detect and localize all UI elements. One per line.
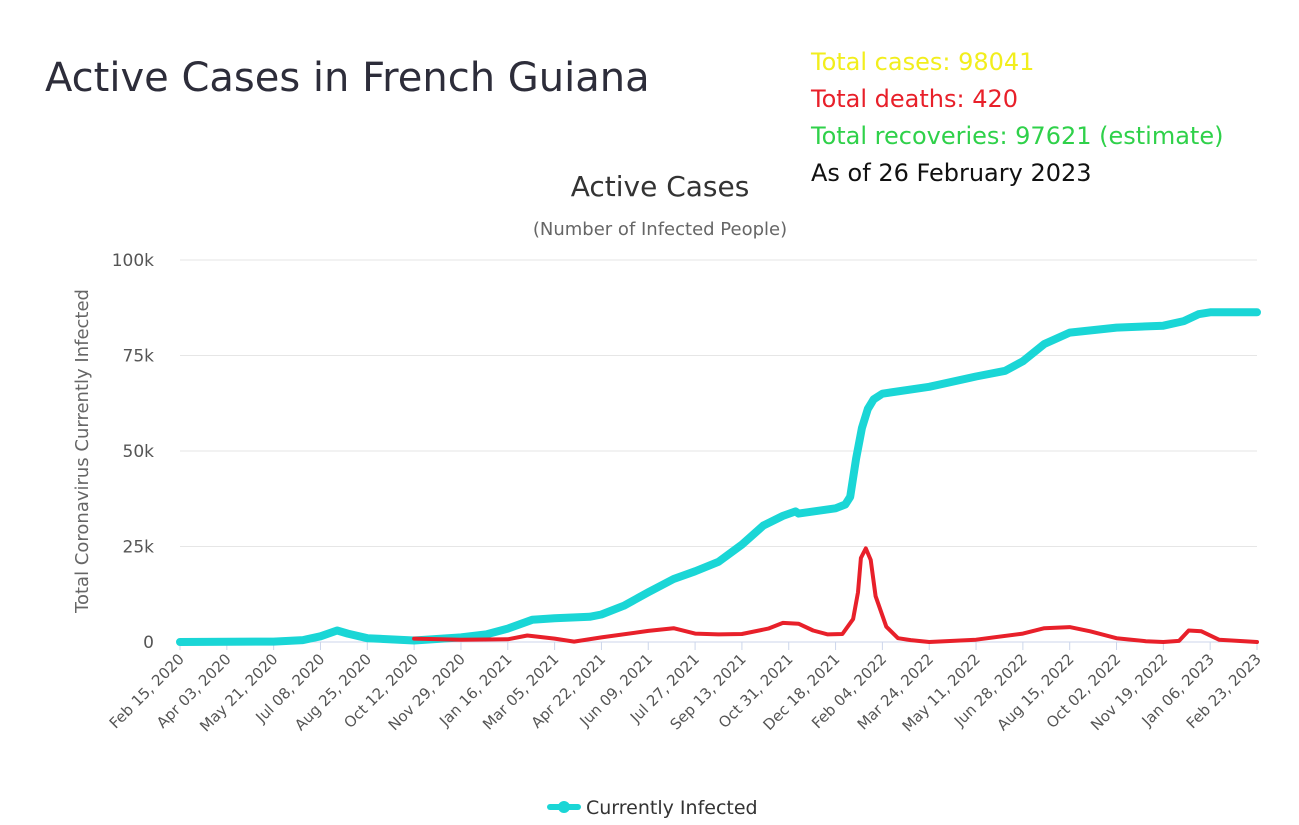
y-axis-label: Total Coronavirus Currently Infected bbox=[72, 289, 93, 614]
y-tick-label: 25k bbox=[123, 538, 155, 558]
page-title: Active Cases in French Guiana bbox=[45, 55, 650, 101]
y-tick-label: 75k bbox=[123, 347, 155, 367]
y-tick-label: 100k bbox=[112, 251, 154, 271]
legend-marker bbox=[558, 801, 570, 813]
y-tick-label: 0 bbox=[143, 633, 154, 653]
as-of-date: As of 26 February 2023 bbox=[811, 159, 1092, 187]
total-recoveries-stat: Total recoveries: 97621 (estimate) bbox=[811, 122, 1224, 150]
series-line-2 bbox=[412, 546, 1259, 644]
total-cases-stat: Total cases: 98041 bbox=[811, 48, 1035, 76]
chart-subtitle: (Number of Infected People) bbox=[533, 219, 787, 240]
stats-panel: Total cases: 98041 Total deaths: 420 Tot… bbox=[811, 44, 1223, 192]
grid-lines bbox=[180, 259, 1257, 643]
y-tick-label: 50k bbox=[123, 442, 155, 462]
series-line-1 bbox=[176, 308, 1261, 646]
chart-title: Active Cases bbox=[571, 170, 750, 203]
y-tick-labels: 0 25k 50k 75k 100k bbox=[112, 251, 154, 653]
series-lines bbox=[176, 308, 1261, 646]
total-deaths-stat: Total deaths: 420 bbox=[811, 85, 1019, 113]
legend-label: Currently Infected bbox=[586, 797, 758, 819]
legend[interactable]: Currently Infected bbox=[547, 797, 758, 819]
